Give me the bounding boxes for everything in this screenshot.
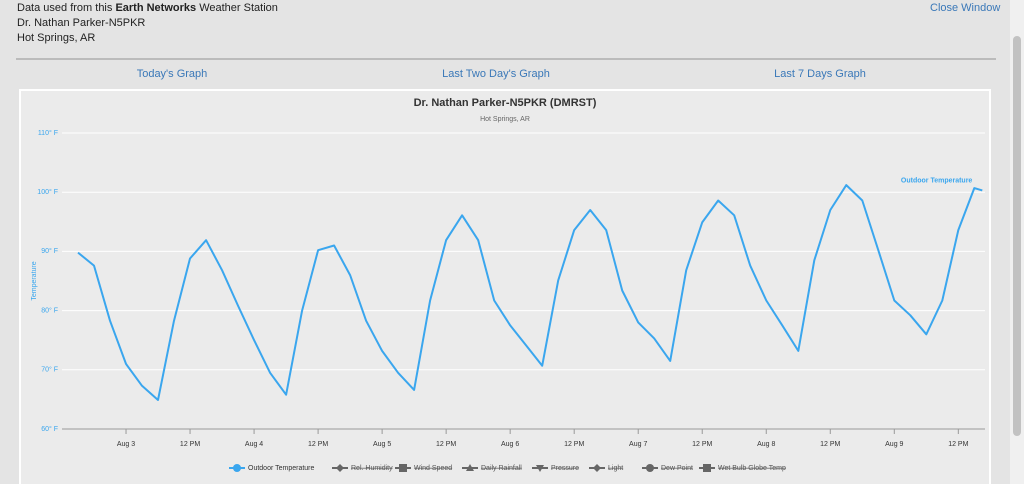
legend-label: Outdoor Temperature bbox=[248, 465, 315, 472]
chart-title: Dr. Nathan Parker-N5PKR (DMRST) bbox=[414, 97, 597, 109]
x-tick-label: 12 PM bbox=[180, 441, 200, 448]
nav-link[interactable]: Last Two Day's Graph bbox=[442, 68, 550, 80]
series-label: Outdoor Temperature bbox=[901, 177, 973, 184]
chart-subtitle: Hot Springs, AR bbox=[480, 116, 530, 123]
y-tick-label: 80° F bbox=[41, 306, 58, 314]
text: Data used from this bbox=[17, 2, 116, 14]
legend-label: Dew Point bbox=[661, 465, 693, 472]
legend-label: Rel. Humidity bbox=[351, 465, 393, 472]
y-tick-label: 100° F bbox=[37, 188, 58, 196]
x-tick-label: Aug 9 bbox=[885, 441, 903, 448]
x-tick-label: 12 PM bbox=[820, 441, 840, 448]
x-tick-label: Aug 4 bbox=[245, 441, 263, 448]
legend-icon bbox=[336, 464, 344, 472]
x-tick-label: Aug 8 bbox=[757, 441, 775, 448]
chart-frame bbox=[19, 89, 991, 484]
x-tick-label: 12 PM bbox=[692, 441, 712, 448]
legend-label: Light bbox=[608, 465, 623, 472]
y-tick-label: 70° F bbox=[41, 366, 58, 374]
y-tick-label: 60° F bbox=[41, 425, 58, 433]
x-tick-label: 12 PM bbox=[436, 441, 456, 448]
line-series bbox=[77, 184, 983, 401]
source-line: Data used from this Earth Networks Weath… bbox=[17, 1, 278, 16]
legend-icon bbox=[233, 464, 241, 472]
station: Dr. Nathan Parker-N5PKR bbox=[17, 17, 146, 29]
legend-label: Pressure bbox=[551, 465, 579, 472]
close-window[interactable]: Close Window bbox=[930, 2, 1001, 14]
x-tick-label: 12 PM bbox=[948, 441, 968, 448]
header: Data used from this Earth Networks Weath… bbox=[17, 1, 278, 46]
nav-link[interactable]: Today's Graph bbox=[136, 68, 208, 80]
nav-link[interactable]: Last 7 Days Graph bbox=[774, 68, 866, 80]
x-tick-label: Aug 6 bbox=[501, 441, 519, 448]
scroll-thumb[interactable] bbox=[1013, 36, 1021, 436]
scrollbar[interactable] bbox=[1010, 0, 1024, 484]
text: Weather Station bbox=[196, 2, 278, 14]
location: Hot Springs, AR bbox=[17, 32, 96, 44]
x-tick-label: Aug 5 bbox=[373, 441, 391, 448]
y-axis-label: Temperature bbox=[31, 261, 38, 300]
text: Earth Networks bbox=[115, 2, 197, 14]
legend-label: Wind Speed bbox=[414, 465, 452, 472]
y-tick-label: 110° F bbox=[38, 129, 58, 137]
y-tick-label: 90° F bbox=[41, 247, 58, 255]
legend-icon bbox=[646, 464, 654, 472]
legend-label: Wet Bulb Globe Temp bbox=[718, 465, 786, 472]
legend-icon bbox=[703, 464, 711, 472]
divider bbox=[16, 58, 996, 60]
x-tick-label: 12 PM bbox=[564, 441, 584, 448]
legend-icon bbox=[466, 464, 474, 471]
legend-icon bbox=[593, 464, 601, 472]
legend-icon bbox=[399, 464, 407, 472]
x-tick-label: Aug 3 bbox=[117, 441, 135, 448]
x-tick-label: 12 PM bbox=[308, 441, 328, 448]
legend-label: Daily Rainfall bbox=[481, 465, 522, 472]
legend-icon bbox=[536, 465, 544, 472]
x-tick-label: Aug 7 bbox=[629, 441, 647, 448]
